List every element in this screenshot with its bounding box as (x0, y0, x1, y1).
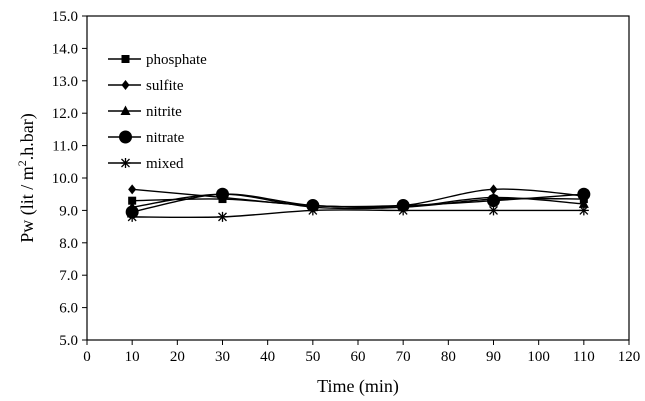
data-point-phosphate (128, 196, 137, 205)
x-tick-label: 60 (351, 349, 366, 365)
legend-marker-sulfite (121, 80, 130, 90)
data-point-nitrate (487, 194, 500, 208)
y-axis-title: Pw (lit / m2.h.bar) (15, 113, 38, 243)
data-point-mixed (488, 205, 499, 216)
series-markers (125, 184, 591, 222)
x-tick-label: 100 (527, 349, 550, 365)
x-axis: 0 10 20 30 40 50 60 70 80 90 100 110 120 (83, 340, 640, 365)
y-tick-label: 9.0 (59, 203, 78, 219)
data-point-mixed (307, 205, 318, 216)
y-axis-title-sup: 2 (15, 160, 29, 166)
x-tick-label: 120 (618, 349, 641, 365)
data-point-nitrate (577, 187, 591, 201)
data-point-mixed (127, 211, 138, 222)
legend-label-nitrite: nitrite (146, 104, 182, 120)
y-tick-label: 6.0 (59, 301, 78, 317)
x-tick-label: 10 (125, 349, 140, 365)
series-lines (132, 188, 584, 219)
legend-label-nitrate: nitrate (146, 130, 185, 146)
series-line-nitrate (132, 193, 584, 213)
y-tick-label: 7.0 (59, 268, 78, 284)
x-tick-label: 50 (305, 349, 320, 365)
y-tick-label: 5.0 (59, 333, 78, 349)
y-axis-title-part2: .h.bar) (17, 113, 38, 160)
data-point-sulfite (128, 184, 137, 195)
x-axis-title: Time (min) (317, 376, 399, 397)
x-tick-label: 90 (486, 349, 501, 365)
y-tick-label: 13.0 (52, 74, 78, 90)
y-tick-label: 14.0 (52, 41, 78, 57)
x-tick-label: 80 (441, 349, 456, 365)
data-point-mixed (217, 211, 228, 222)
x-tick-label: 30 (215, 349, 230, 365)
y-tick-label: 15.0 (52, 9, 78, 25)
legend-marker-nitrite (120, 105, 131, 115)
legend-label-phosphate: phosphate (146, 52, 207, 68)
x-tick-label: 40 (260, 349, 275, 365)
legend-marker-nitrate (119, 130, 132, 144)
legend: phosphate sulfite nitrite nitrate mixed (108, 52, 207, 172)
x-tick-label: 70 (396, 349, 411, 365)
data-point-mixed (398, 205, 409, 216)
data-point-mixed (578, 205, 589, 216)
legend-marker-phosphate (121, 55, 130, 63)
x-tick-label: 110 (573, 349, 595, 365)
data-point-nitrite (578, 198, 589, 208)
y-tick-label: 12.0 (52, 106, 78, 122)
y-tick-label: 10.0 (52, 171, 78, 187)
data-point-sulfite (489, 184, 498, 195)
legend-label-sulfite: sulfite (146, 78, 184, 94)
legend-label-mixed: mixed (146, 156, 184, 172)
y-axis: 5.0 6.0 7.0 8.0 9.0 10.0 11.0 12.0 13.0 14.0 15.0 (52, 9, 87, 349)
data-point-nitrate (216, 187, 229, 201)
y-tick-label: 8.0 (59, 236, 78, 252)
x-tick-label: 0 (83, 349, 91, 365)
legend-marker-mixed (120, 158, 131, 168)
series-line-mixed (132, 209, 584, 219)
y-axis-title-part1: Pw (lit / m (17, 166, 38, 243)
x-tick-label: 20 (170, 349, 185, 365)
y-tick-label: 11.0 (52, 139, 78, 155)
